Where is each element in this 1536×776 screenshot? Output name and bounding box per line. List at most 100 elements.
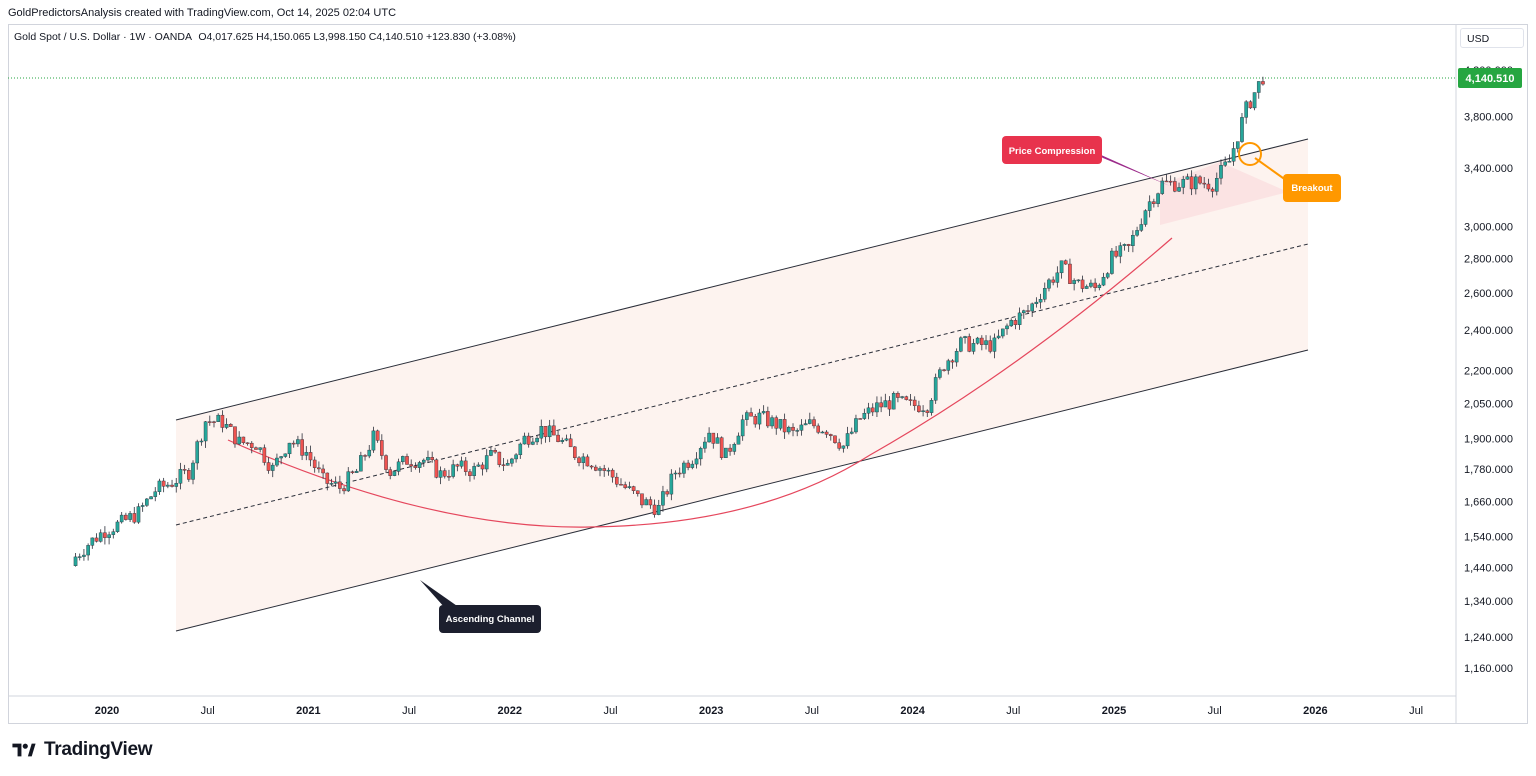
candle-down[interactable]	[363, 455, 367, 457]
candle-down[interactable]	[623, 484, 627, 488]
candle-up[interactable]	[1001, 328, 1005, 337]
time-axis[interactable]: 2020 Jul 2021 Jul 2022 Jul 2023 Jul 2024 Jul 2025 J…	[95, 705, 1423, 717]
candle-up[interactable]	[237, 436, 241, 445]
candle-down[interactable]	[1173, 181, 1177, 192]
price-compression-label[interactable]: Price Compression	[1002, 136, 1102, 164]
candle-up[interactable]	[514, 454, 518, 460]
candle-up[interactable]	[778, 419, 783, 429]
candle-up[interactable]	[489, 450, 493, 456]
candle-up[interactable]	[954, 351, 959, 363]
candle-up[interactable]	[82, 554, 86, 557]
candle-up[interactable]	[875, 402, 879, 413]
candle-up[interactable]	[736, 435, 741, 445]
candle-down[interactable]	[1202, 182, 1207, 185]
candle-up[interactable]	[1042, 288, 1047, 300]
candle-up[interactable]	[203, 421, 208, 442]
candle-up[interactable]	[1017, 312, 1022, 325]
candle-down[interactable]	[455, 464, 460, 467]
candle-down[interactable]	[635, 490, 640, 494]
currency-selector[interactable]: USD	[1460, 28, 1524, 48]
candle-up[interactable]	[157, 480, 162, 492]
candle-up[interactable]	[535, 437, 539, 443]
candle-down[interactable]	[384, 455, 388, 470]
candle-up[interactable]	[845, 433, 850, 447]
candle-down[interactable]	[1013, 320, 1018, 325]
candle-down[interactable]	[241, 436, 246, 443]
candle-up[interactable]	[224, 424, 229, 428]
candle-up[interactable]	[690, 463, 695, 468]
candle-up[interactable]	[799, 424, 804, 431]
candle-down[interactable]	[501, 464, 506, 466]
candle-up[interactable]	[732, 444, 737, 452]
candle-up[interactable]	[963, 336, 967, 339]
candle-down[interactable]	[161, 480, 166, 487]
candle-up[interactable]	[1214, 178, 1219, 192]
candle-down[interactable]	[552, 425, 556, 436]
candle-up[interactable]	[459, 460, 464, 467]
candle-up[interactable]	[153, 491, 158, 497]
candle-down[interactable]	[812, 419, 816, 427]
candle-up[interactable]	[90, 537, 95, 546]
candle-down[interactable]	[463, 460, 468, 472]
candle-up[interactable]	[438, 470, 443, 478]
candle-up[interactable]	[757, 412, 762, 425]
candle-up[interactable]	[472, 466, 476, 477]
channel-lower-line[interactable]	[175, 349, 1309, 632]
candle-down[interactable]	[434, 459, 439, 478]
candle-down[interactable]	[728, 447, 732, 452]
candle-down[interactable]	[686, 462, 690, 468]
candle-down[interactable]	[266, 462, 271, 471]
candle-down[interactable]	[124, 514, 128, 520]
candle-down[interactable]	[132, 513, 137, 523]
candle-up[interactable]	[1227, 161, 1232, 163]
candle-up[interactable]	[1030, 303, 1034, 312]
candle-up[interactable]	[539, 426, 544, 439]
candle-down[interactable]	[1206, 183, 1211, 190]
candle-down[interactable]	[207, 421, 212, 423]
candle-down[interactable]	[405, 456, 409, 465]
candle-up[interactable]	[606, 469, 611, 472]
breakout-marker[interactable]	[1238, 142, 1262, 166]
candle-up[interactable]	[1147, 201, 1152, 211]
candle-down[interactable]	[1248, 101, 1253, 109]
candle-up[interactable]	[149, 496, 153, 500]
candle-up[interactable]	[673, 472, 678, 475]
candle-down[interactable]	[249, 442, 254, 448]
candle-up[interactable]	[1097, 284, 1102, 288]
candle-up[interactable]	[396, 461, 401, 472]
candle-down[interactable]	[640, 493, 644, 506]
candle-down[interactable]	[879, 402, 883, 408]
candle-up[interactable]	[547, 425, 552, 438]
candle-down[interactable]	[442, 470, 447, 477]
candle-down[interactable]	[766, 411, 770, 427]
candle-down[interactable]	[409, 464, 413, 467]
candle-down[interactable]	[447, 476, 451, 478]
candle-up[interactable]	[128, 513, 132, 520]
price-axis[interactable]: 4,200.0003,800.0003,400.0003,000.0002,80…	[1464, 65, 1513, 675]
candle-up[interactable]	[900, 396, 904, 398]
candle-down[interactable]	[665, 491, 669, 495]
candle-down[interactable]	[904, 396, 909, 400]
candle-down[interactable]	[1261, 81, 1265, 85]
candle-up[interactable]	[199, 440, 204, 443]
candle-up[interactable]	[296, 439, 300, 445]
candle-up[interactable]	[1105, 273, 1110, 278]
candle-down[interactable]	[833, 435, 837, 443]
candle-down[interactable]	[631, 486, 636, 491]
candle-up[interactable]	[1185, 176, 1190, 180]
candle-down[interactable]	[480, 464, 485, 470]
candle-down[interactable]	[1093, 282, 1097, 288]
candle-down[interactable]	[170, 484, 174, 487]
candle-up[interactable]	[518, 443, 523, 456]
candle-down[interactable]	[1063, 260, 1068, 265]
candle-down[interactable]	[497, 451, 502, 465]
candle-up[interactable]	[178, 469, 183, 484]
candle-down[interactable]	[212, 421, 216, 423]
candle-up[interactable]	[1231, 148, 1236, 162]
candle-up[interactable]	[417, 462, 422, 468]
candle-up[interactable]	[115, 521, 120, 532]
candle-down[interactable]	[912, 399, 917, 407]
candle-up[interactable]	[1244, 101, 1248, 118]
candle-down[interactable]	[602, 468, 607, 471]
